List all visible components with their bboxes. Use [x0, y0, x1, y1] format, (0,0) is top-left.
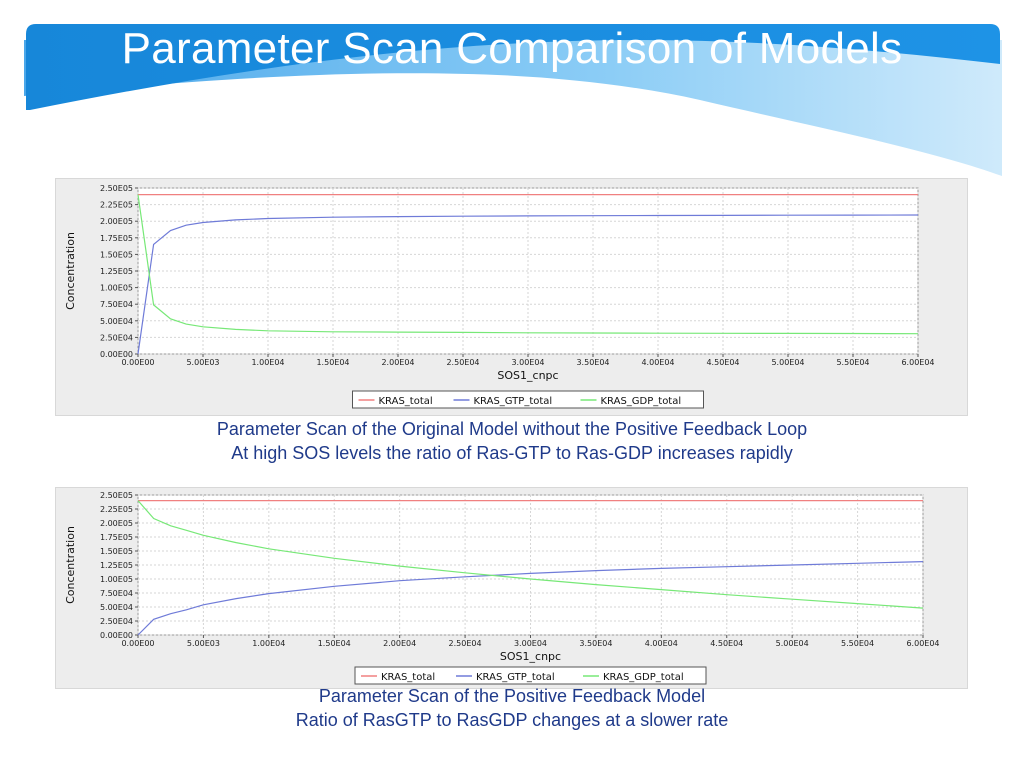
legend-box: [354, 666, 707, 685]
x-tick-label: 0.00E00: [121, 358, 154, 367]
y-tick-label: 1.25E05: [100, 561, 133, 570]
legend-label-kras-gdp-total: KRAS_GDP_total: [601, 396, 682, 407]
y-tick-label: 1.75E05: [100, 234, 133, 243]
y-axis-title: Concentration: [64, 232, 77, 310]
banner-wave-light: [24, 40, 1002, 176]
series-line-kras-gdp-total: [137, 194, 919, 335]
y-tick-label: 0.00E00: [100, 350, 133, 359]
feedback-model-caption-line1: Parameter Scan of the Positive Feedback …: [318, 686, 706, 706]
x-tick-label: 1.00E04: [252, 639, 285, 648]
x-tick-label: 4.00E04: [641, 358, 674, 367]
legend: KRAS_total KRAS_GTP_total KRAS_GDP_total: [352, 390, 704, 409]
feedback-model-caption: Parameter Scan of the Positive Feedback …: [0, 684, 1024, 732]
banner-wave-main: [26, 24, 1000, 110]
x-tick-label: 5.00E04: [771, 358, 804, 367]
x-tick-label: 4.50E04: [710, 639, 743, 648]
legend-label-kras-gtp-total: KRAS_GTP_total: [474, 396, 553, 407]
x-tick-label: 2.00E04: [383, 639, 416, 648]
y-tick-label: 5.00E04: [100, 603, 133, 612]
y-tick-label: 2.50E04: [100, 617, 133, 626]
x-tick-label: 1.50E04: [318, 639, 351, 648]
y-axis-title: Concentration: [64, 526, 77, 604]
x-tick-label: 1.00E04: [251, 358, 284, 367]
legend-label-kras-total: KRAS_total: [379, 396, 433, 407]
x-axis-title: SOS1_cnpc: [500, 650, 561, 663]
y-tick-label: 5.00E04: [100, 317, 133, 326]
y-tick-label: 0.00E00: [100, 631, 133, 640]
series-line-kras-gtp-total: [137, 214, 919, 355]
original-model-caption-line2: At high SOS levels the ratio of Ras-GTP …: [231, 443, 793, 463]
y-tick-label: 2.00E05: [100, 519, 133, 528]
x-tick-label: 2.50E04: [446, 358, 479, 367]
x-tick-label: 3.50E04: [576, 358, 609, 367]
slide-title: Parameter Scan Comparison of Models: [121, 24, 903, 73]
x-tick-label: 5.50E04: [841, 639, 874, 648]
y-tick-label: 2.50E04: [100, 333, 133, 342]
x-axis-title: SOS1_cnpc: [497, 369, 558, 382]
x-tick-label: 1.50E04: [316, 358, 349, 367]
x-tick-label: 3.00E04: [511, 358, 544, 367]
title-banner: [24, 24, 1002, 176]
y-tick-label: 1.50E05: [100, 547, 133, 556]
original-model-line-chart: 0.00E00 5.00E03 1.00E04 1.50E04 2.00E04 2.50E…: [64, 184, 935, 409]
x-tick-label: 5.50E04: [836, 358, 869, 367]
x-tick-label: 5.00E03: [186, 358, 219, 367]
original-model-plot-panel: 0.00E00 5.00E03 1.00E04 1.50E04 2.00E04 2.50E…: [55, 178, 968, 416]
y-tick-label: 2.00E05: [100, 217, 133, 226]
x-tick-label: 6.00E04: [906, 639, 939, 648]
y-tick-label: 1.00E05: [100, 575, 133, 584]
feedback-model-plot-panel: 0.00E00 5.00E03 1.00E04 1.50E04 2.00E04 2.50E…: [55, 487, 968, 689]
series-line-kras-gtp-total: [137, 561, 924, 636]
x-tick-label: 3.00E04: [514, 639, 547, 648]
legend-box: [352, 390, 704, 409]
y-tick-label: 1.00E05: [100, 284, 133, 293]
original-model-caption: Parameter Scan of the Original Model wit…: [0, 417, 1024, 465]
y-tick-label: 2.25E05: [100, 201, 133, 210]
y-tick-label: 1.25E05: [100, 267, 133, 276]
y-tick-label: 1.50E05: [100, 250, 133, 259]
original-model-caption-line1: Parameter Scan of the Original Model wit…: [216, 419, 808, 439]
legend-label-kras-total: KRAS_total: [381, 672, 435, 683]
y-tick-label: 1.75E05: [100, 533, 133, 542]
x-tick-label: 5.00E04: [776, 639, 809, 648]
x-tick-label: 0.00E00: [121, 639, 154, 648]
x-tick-label: 2.50E04: [449, 639, 482, 648]
x-tick-label: 5.00E03: [187, 639, 220, 648]
legend-label-kras-gtp-total: KRAS_GTP_total: [476, 672, 555, 683]
y-tick-label: 2.50E05: [100, 184, 133, 193]
feedback-model-caption-line2: Ratio of RasGTP to RasGDP changes at a s…: [295, 710, 729, 730]
feedback-model-line-chart: 0.00E00 5.00E03 1.00E04 1.50E04 2.00E04 2.50E…: [64, 491, 940, 685]
y-tick-label: 2.50E05: [100, 491, 133, 500]
legend: KRAS_total KRAS_GTP_total KRAS_GDP_total: [354, 666, 707, 685]
x-tick-label: 4.00E04: [645, 639, 678, 648]
y-tick-label: 7.50E04: [100, 589, 133, 598]
x-tick-label: 4.50E04: [706, 358, 739, 367]
x-tick-label: 6.00E04: [901, 358, 934, 367]
legend-label-kras-gdp-total: KRAS_GDP_total: [603, 672, 684, 683]
x-tick-label: 2.00E04: [381, 358, 414, 367]
series-line-kras-gdp-total: [137, 500, 924, 609]
y-tick-label: 2.25E05: [100, 505, 133, 514]
x-tick-label: 3.50E04: [579, 639, 612, 648]
y-tick-label: 7.50E04: [100, 300, 133, 309]
